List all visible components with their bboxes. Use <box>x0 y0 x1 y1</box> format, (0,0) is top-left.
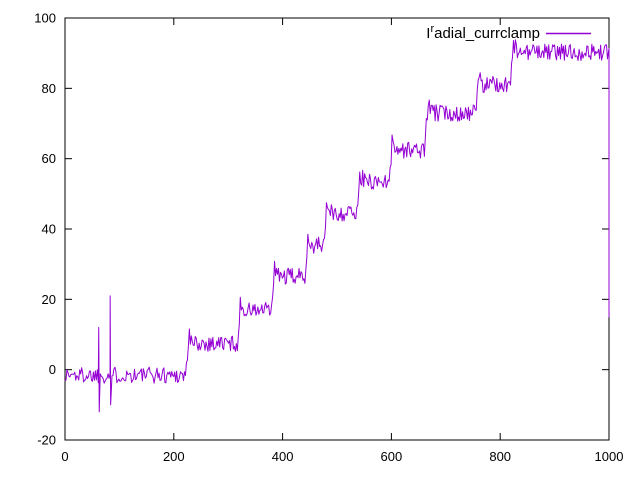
y-tick-label: 80 <box>42 81 56 96</box>
y-tick-label: 100 <box>34 11 56 26</box>
legend-label-superscript: r <box>430 23 434 35</box>
x-tick-label: 800 <box>489 449 511 464</box>
legend: Iradial_currclamp <box>426 23 591 42</box>
x-tick-label: 600 <box>381 449 403 464</box>
legend-label: Iradial_currclamp <box>426 23 540 42</box>
x-tick-label: 1000 <box>595 449 624 464</box>
series-line <box>64 39 610 413</box>
axis-ticks <box>64 17 610 441</box>
y-tick-label: 20 <box>42 292 56 307</box>
series-group <box>64 39 610 413</box>
y-tick-label: 60 <box>42 151 56 166</box>
y-tick-label: 40 <box>42 222 56 237</box>
legend-label-prefix: I <box>426 25 430 42</box>
x-tick-label: 400 <box>272 449 294 464</box>
y-tick-label: -20 <box>37 433 56 448</box>
y-tick-label: 0 <box>49 362 56 377</box>
legend-label-rest: adial_currclamp <box>434 25 540 42</box>
x-tick-label: 0 <box>61 449 68 464</box>
x-tick-label: 200 <box>163 449 185 464</box>
